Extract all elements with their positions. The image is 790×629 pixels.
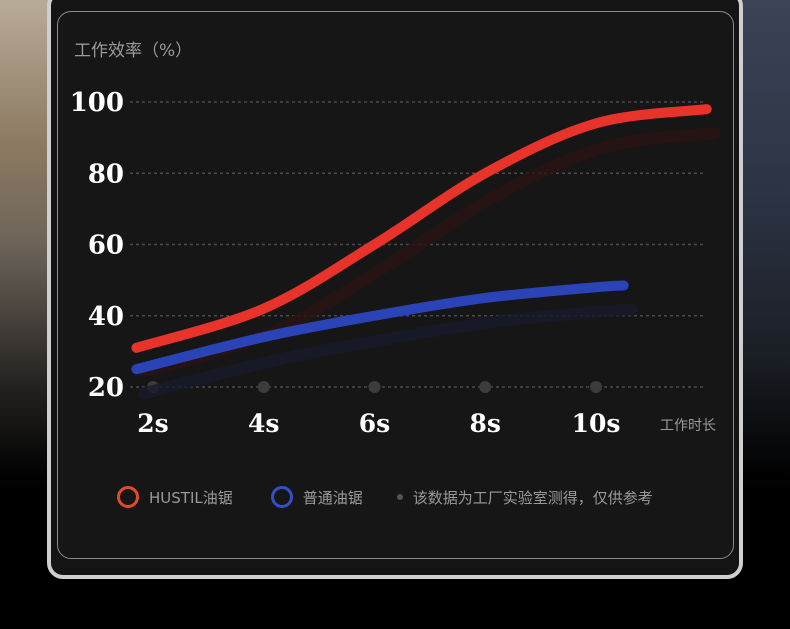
legend-standard-ring-icon [270, 486, 293, 508]
x-tick-label: 6s [359, 409, 390, 438]
legend-hustil-ring-icon [117, 486, 139, 508]
y-tick-label: 60 [88, 231, 124, 261]
y-axis-label: 工作效率（%） [74, 41, 192, 61]
legend: HUSTIL油锯 普通油锯 该数据为工厂实验室测得，仅供参考 [117, 486, 653, 508]
x-tick-dot [368, 381, 381, 393]
y-tick-label: 40 [88, 302, 124, 332]
note-bullet-icon [396, 494, 403, 500]
x-tick-dot [590, 381, 602, 393]
x-tick-dot [257, 381, 270, 393]
y-tick-label: 80 [88, 159, 124, 189]
series-shadow [138, 303, 638, 400]
data-note: 该数据为工厂实验室测得，仅供参考 [412, 488, 653, 507]
x-tick-label: 4s [248, 409, 279, 438]
x-tick-label: 10s [572, 409, 621, 438]
legend-hustil-label: HUSTIL油锯 [149, 488, 233, 507]
y-tick-label: 100 [70, 88, 124, 118]
y-tick-label: 20 [88, 373, 124, 403]
legend-standard-label: 普通油锯 [302, 488, 363, 507]
hustil-saw-line [131, 104, 712, 353]
x-tick-label: 2s [137, 409, 168, 438]
x-tick-dot [479, 381, 492, 393]
x-tick-label: 8s [470, 409, 501, 438]
x-axis-label: 工作时长 [660, 418, 716, 434]
standard-saw-line [131, 280, 629, 375]
